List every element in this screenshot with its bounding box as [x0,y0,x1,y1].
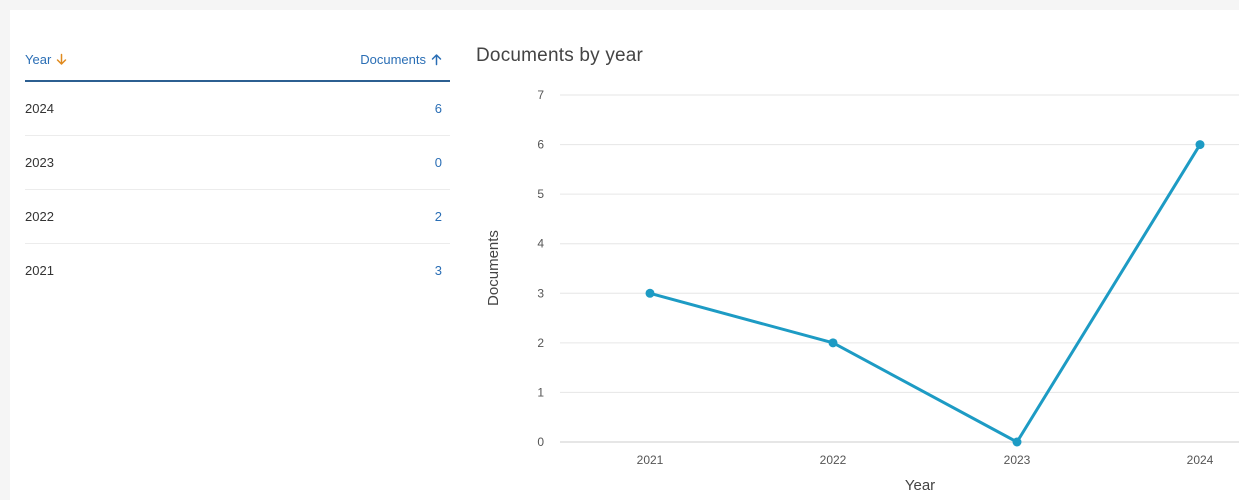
gridlines [560,94,1239,443]
documents-header-label: Documents [360,51,426,67]
data-point [1012,437,1022,447]
series-line [648,143,1202,444]
documents-table: Year Documents 2024 6 2023 0 2022 2 2021 3 [25,38,450,297]
table-row: 2023 0 [25,136,450,190]
y-tick-label: 6 [537,138,544,152]
year-cell: 2024 [25,101,54,116]
y-tick-label: 7 [537,88,544,102]
x-tick-label: 2024 [1187,453,1214,467]
y-tick-label: 1 [537,385,544,399]
y-tick-label: 3 [537,286,544,300]
y-tick-label: 5 [537,187,544,201]
year-header-label: Year [25,51,52,67]
table-row: 2022 2 [25,190,450,244]
arrow-up-icon [431,53,442,65]
y-tick-label: 0 [537,435,544,449]
y-tick-label: 2 [537,336,544,350]
content-panel [10,10,1239,500]
document-count-cell: 3 [434,263,442,278]
table-body: 2024 6 2023 0 2022 2 2021 3 [25,82,450,297]
x-axis-title: Year [905,477,935,494]
data-point [1195,140,1205,150]
documents-column-header[interactable]: Documents [360,52,450,67]
x-tick-label: 2021 [637,453,664,467]
year-cell: 2021 [25,263,54,278]
document-count-cell: 0 [434,155,442,170]
y-tick-labels: 0 1 2 3 4 5 6 7 [537,88,544,449]
document-count-cell: 6 [434,101,442,116]
table-header: Year Documents [25,38,450,82]
document-count-cell: 2 [434,209,442,224]
year-column-header[interactable]: Year [25,52,68,67]
year-cell: 2023 [25,155,54,170]
data-points [645,140,1205,447]
y-axis-title: Documents [485,230,502,306]
x-tick-label: 2022 [820,453,847,467]
x-tick-label: 2023 [1004,453,1031,467]
table-row: 2024 6 [25,82,450,136]
arrow-down-icon [57,53,67,65]
y-tick-label: 4 [537,237,544,251]
chart-title: Documents by year [476,45,644,66]
year-cell: 2022 [25,209,54,224]
table-row: 2021 3 [25,244,450,297]
x-tick-labels: 2021 2022 2023 2024 [637,453,1214,467]
data-point [828,338,838,348]
data-point [645,288,655,298]
